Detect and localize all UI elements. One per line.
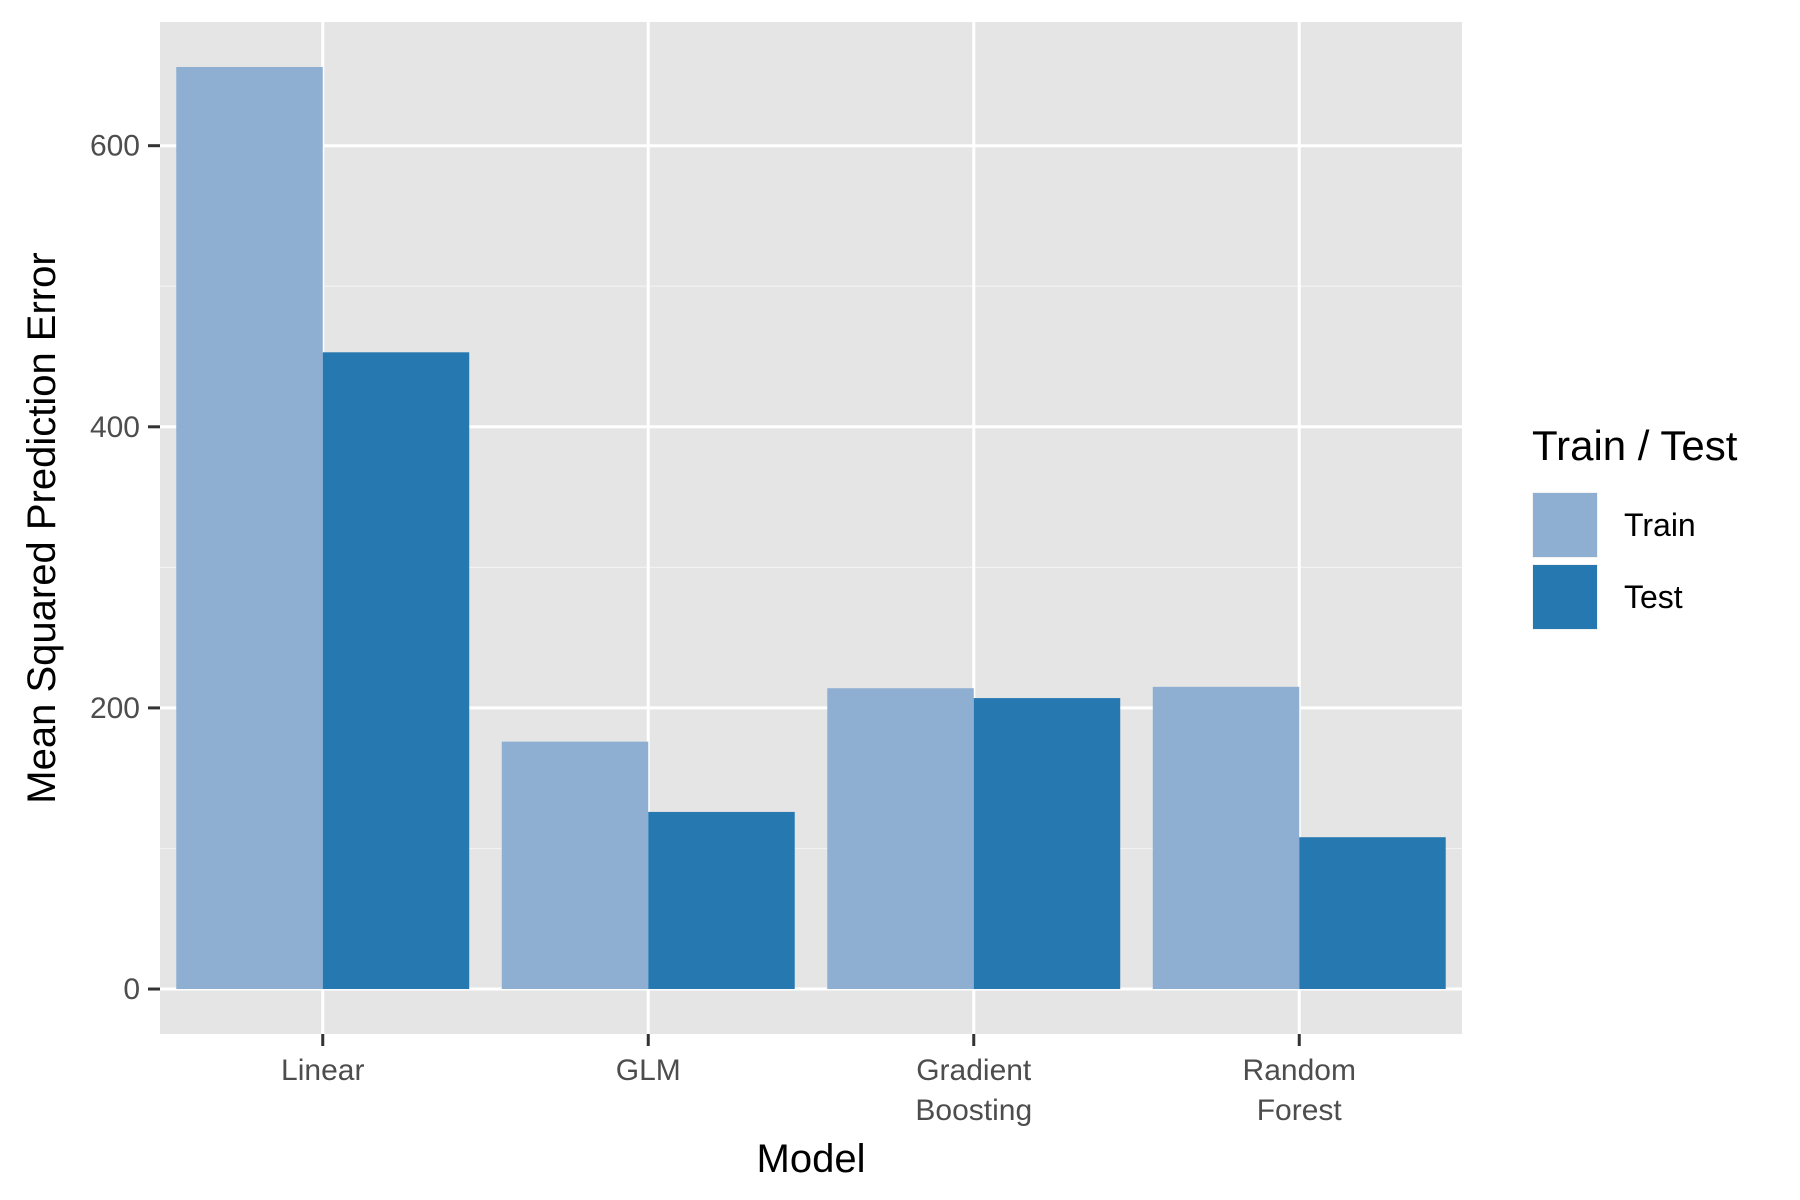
bars — [176, 66, 1446, 990]
y-tick-label: 600 — [90, 130, 140, 163]
bar-test — [973, 698, 1121, 990]
bar-train — [827, 688, 974, 990]
y-tick-label: 400 — [90, 411, 140, 444]
x-axis: Linear GLM Gradient Boosting Random Forest — [281, 1034, 1356, 1127]
y-axis: 0 200 400 600 — [90, 130, 160, 1006]
x-tick-label: Gradient — [916, 1054, 1032, 1087]
y-axis-title: Mean Squared Prediction Error — [20, 252, 64, 803]
bar-train — [1152, 686, 1300, 990]
bar-test — [648, 811, 795, 990]
legend-title: Train / Test — [1532, 422, 1738, 469]
legend: Train / Test Train Test — [1532, 422, 1738, 630]
x-tick-label: Linear — [281, 1054, 364, 1087]
bar-test — [1299, 837, 1446, 990]
x-tick-label: Forest — [1257, 1094, 1343, 1127]
x-tick-label: GLM — [616, 1054, 681, 1087]
y-tick-label: 0 — [123, 973, 140, 1006]
x-tick-label: Boosting — [915, 1094, 1032, 1127]
legend-label-train: Train — [1624, 507, 1696, 543]
bar-train — [501, 741, 649, 990]
x-tick-label: Random — [1243, 1054, 1356, 1087]
x-axis-title: Model — [757, 1137, 866, 1181]
legend-swatch-test — [1533, 565, 1597, 629]
bar-test — [322, 352, 470, 990]
legend-label-test: Test — [1624, 579, 1683, 615]
legend-swatch-train — [1533, 493, 1597, 557]
bar-train — [176, 66, 323, 990]
y-tick-label: 200 — [90, 692, 140, 725]
